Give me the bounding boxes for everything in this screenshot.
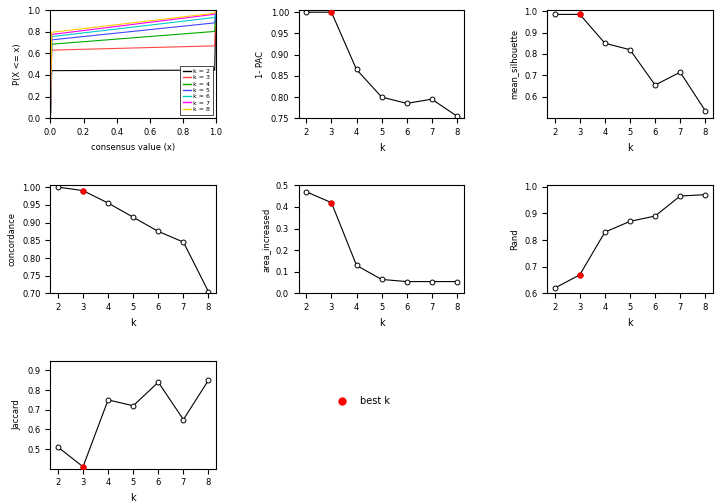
Y-axis label: 1- PAC: 1- PAC [256,51,265,78]
Y-axis label: mean_silhouette: mean_silhouette [510,29,518,99]
Y-axis label: area_increased: area_increased [261,207,270,272]
X-axis label: k: k [379,318,384,328]
X-axis label: k: k [627,143,633,153]
Legend: k = 2, k = 3, k = 4, k = 5, k = 6, k = 7, k = 8: k = 2, k = 3, k = 4, k = 5, k = 6, k = 7… [180,66,213,115]
X-axis label: consensus value (x): consensus value (x) [91,143,175,152]
Y-axis label: P(X <= x): P(X <= x) [13,43,22,85]
Legend: best k: best k [328,393,394,410]
X-axis label: k: k [130,493,136,503]
X-axis label: k: k [130,318,136,328]
Y-axis label: Jaccard: Jaccard [13,399,22,430]
Y-axis label: Rand: Rand [510,229,518,250]
Y-axis label: concordance: concordance [8,212,17,267]
X-axis label: k: k [627,318,633,328]
X-axis label: k: k [379,143,384,153]
